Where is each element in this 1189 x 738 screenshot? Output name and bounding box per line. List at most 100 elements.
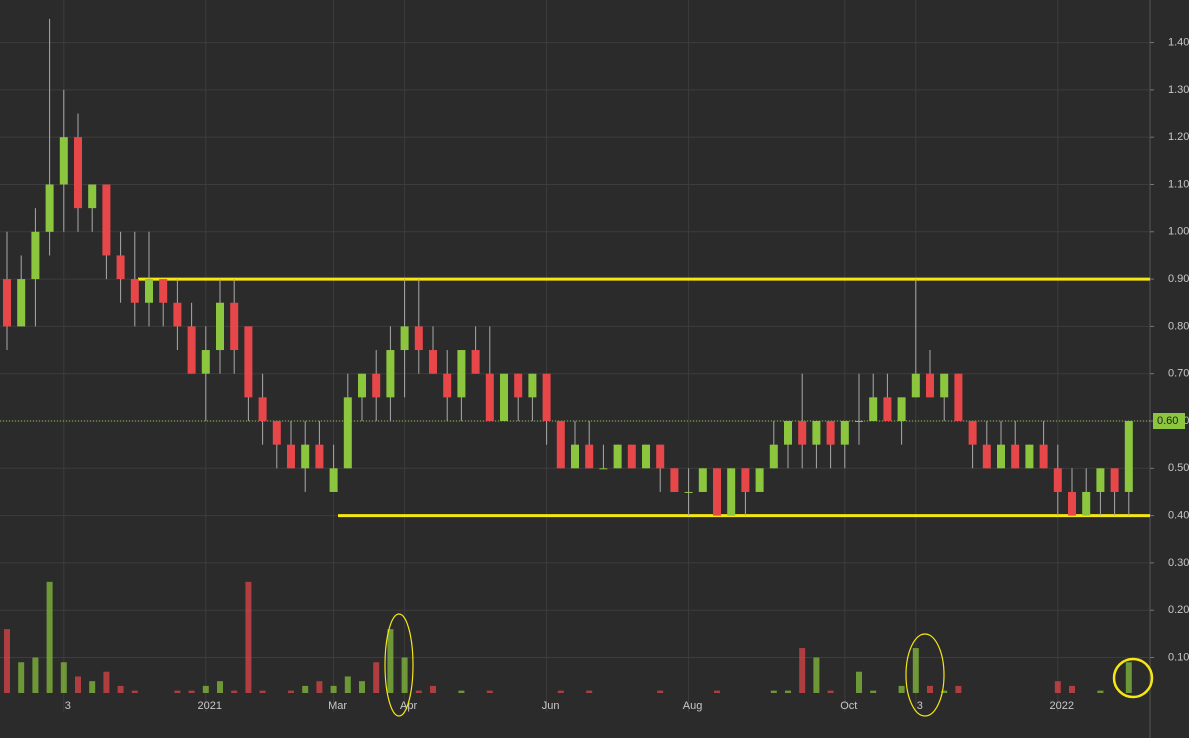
- last-price-label: 0.60: [1157, 415, 1178, 427]
- candle-body: [514, 373, 523, 398]
- plot: 0.10 0.20 0.30 0.40 0.50 0.60 0.70 0.80 0.90 1.00…: [0, 0, 1189, 712]
- volume-bar: [714, 690, 720, 693]
- candle-body: [571, 444, 579, 469]
- y-tick-label: 1.10: [1168, 178, 1189, 190]
- candle-body: [1025, 444, 1034, 469]
- annotation-ellipse: [905, 633, 945, 717]
- volume-bar: [458, 690, 465, 693]
- volume-bar: [657, 690, 664, 693]
- candle-body: [883, 397, 892, 422]
- volume-bar: [202, 685, 209, 693]
- candle-body: [145, 279, 153, 303]
- candle-body: [3, 279, 11, 327]
- volume-bar: [827, 690, 834, 693]
- volume-bar: [330, 685, 337, 693]
- candle-body: [1096, 468, 1105, 492]
- candle-body: [1124, 421, 1133, 492]
- candle-body: [358, 373, 366, 398]
- candle-body: [698, 468, 707, 492]
- candle-body: [982, 444, 991, 469]
- volume-bar: [131, 690, 138, 693]
- candle-body: [343, 397, 352, 469]
- candle-body: [613, 444, 622, 469]
- candle-body: [1011, 444, 1020, 469]
- candle-body: [230, 302, 239, 351]
- volume-bar: [557, 690, 564, 693]
- candle-body: [31, 231, 40, 280]
- candle-body: [272, 421, 281, 445]
- candle-body: [159, 279, 168, 303]
- volume-bar: [770, 690, 777, 693]
- candle-body: [102, 184, 111, 256]
- volume-bar: [586, 690, 593, 693]
- volume-bar: [32, 657, 39, 693]
- x-tick-label: Aug: [683, 700, 703, 712]
- candle-body: [642, 444, 650, 469]
- candle-body: [187, 326, 196, 374]
- x-tick-label: 2021: [198, 700, 222, 712]
- candle-body: [911, 373, 920, 398]
- y-tick-label: 0.10: [1168, 651, 1189, 663]
- candle-body: [400, 326, 409, 351]
- candle-body: [528, 373, 537, 398]
- candle-body: [1053, 468, 1062, 492]
- candle-body: [216, 302, 224, 351]
- candle-body: [329, 468, 338, 492]
- volume-bar: [373, 662, 380, 693]
- x-tick-label: Oct: [840, 700, 857, 712]
- volume-bar: [344, 676, 351, 693]
- x-tick-label: 2022: [1050, 700, 1074, 712]
- candle-body: [1068, 491, 1076, 516]
- candle-body: [585, 444, 594, 469]
- candle-body: [997, 444, 1005, 469]
- x-tick-label: Apr: [400, 700, 417, 712]
- candle-body: [443, 373, 452, 398]
- candle-body: [840, 421, 849, 445]
- y-tick-label: 0.30: [1168, 557, 1189, 569]
- volume-bar: [785, 690, 791, 693]
- volume-bar: [103, 671, 110, 693]
- candle-body: [656, 444, 665, 469]
- candle-body: [471, 350, 480, 374]
- volume-bar: [359, 681, 365, 693]
- candle-body: [727, 468, 736, 516]
- candle-body: [201, 350, 210, 374]
- candle-body: [173, 302, 182, 327]
- volume-bar: [415, 690, 422, 693]
- candle-body: [74, 137, 82, 209]
- candle-body: [258, 397, 267, 422]
- candle-body: [287, 444, 295, 469]
- candle-body: [769, 444, 778, 469]
- candle-body: [17, 279, 26, 327]
- volume-bar: [259, 690, 266, 693]
- candle-body: [784, 421, 792, 445]
- last-price-box: [1153, 413, 1185, 430]
- candle-body: [88, 184, 97, 209]
- candle-body: [954, 373, 963, 422]
- volume-bar: [46, 581, 53, 693]
- volume-bar: [430, 685, 436, 693]
- volume-bar: [870, 690, 877, 693]
- candle-body: [855, 421, 863, 423]
- x-tick-label: 3: [65, 700, 71, 712]
- x-tick-label: Jun: [542, 700, 560, 712]
- candle-body: [429, 350, 437, 374]
- candle-body: [315, 444, 324, 469]
- volume-bar: [288, 690, 294, 693]
- y-tick-label: 0.50: [1168, 462, 1189, 474]
- volume-bar: [188, 690, 195, 693]
- volume-bar: [231, 690, 238, 693]
- candle-body: [116, 255, 125, 280]
- y-tick-label: 1.40: [1168, 36, 1189, 48]
- candle-body: [826, 421, 835, 445]
- candle-body: [741, 468, 750, 492]
- candle-body: [684, 491, 693, 493]
- volume-bar: [813, 657, 820, 693]
- candle-body: [457, 350, 466, 398]
- volume-bar: [217, 681, 223, 693]
- volume-bar: [89, 681, 96, 693]
- candle-body: [556, 421, 565, 469]
- x-tick-label: 3: [917, 700, 923, 712]
- candle-body: [897, 397, 906, 422]
